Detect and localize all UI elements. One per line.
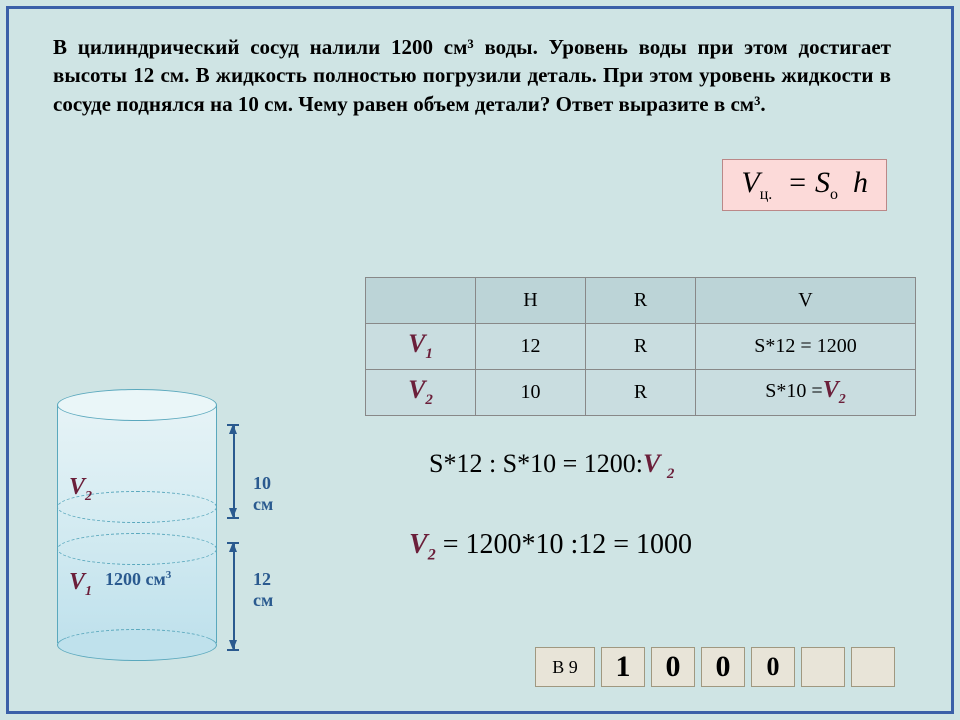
answer-digit: 0 [751,647,795,687]
label-v1: V1 [69,569,92,600]
formula-s: S [815,166,830,199]
table-header-row: H R V [366,278,916,324]
corner-bl [6,680,40,714]
v2-letter: V [69,474,85,500]
slide-frame: В цилиндрический сосуд налили 1200 см³ в… [6,6,954,714]
dim-10cm: 10 см [253,473,273,515]
cell-v1: S*12 = 1200 [696,324,916,370]
eq2-sub: 2 [428,547,436,564]
cell-r1: R [586,324,696,370]
corner-tr [920,6,954,40]
formula-s-sub: о [830,186,838,203]
cylinder-diagram: V2 V1 1200 см3 10 см 12 см [57,389,227,669]
table-row: V2 10 R S*10 =V2 [366,370,916,416]
answer-digit: 0 [651,647,695,687]
answer-row: В 9 1 0 0 0 [535,647,895,687]
cylinder-level-1 [57,533,217,565]
th-r: R [586,278,696,324]
tick [227,424,239,426]
formula-v: V [741,166,759,199]
cylinder-body [57,405,217,643]
th-blank [366,278,476,324]
dimension-bar-lower [233,543,235,649]
v1-sub: 1 [85,584,92,599]
label-v2: V2 [69,474,92,505]
v1-letter: V [69,569,85,595]
answer-digit [801,647,845,687]
eq1-lhs: S*12 : S*10 = 1200: [429,449,643,478]
corner-tl [6,6,40,40]
row-label-v2: V2 [366,370,476,416]
corner-br [920,680,954,714]
th-v: V [696,278,916,324]
cell-h1: 12 [476,324,586,370]
equation-result: V2 = 1200*10 :12 = 1000 [409,529,692,565]
dim-12cm: 12 см [253,569,273,611]
eq1-sub: 2 [667,466,675,482]
answer-digit [851,647,895,687]
cylinder-bottom-ellipse [57,629,217,661]
label-1200: 1200 см3 [105,569,171,590]
formula-v-sub: ц. [760,186,773,203]
cylinder-top-ellipse [57,389,217,421]
formula-h: h [853,166,868,199]
data-table: H R V V1 12 R S*12 = 1200 V2 10 R S*10 =… [365,277,916,416]
cell-h2: 10 [476,370,586,416]
eq2-rhs: = 1200*10 :12 = 1000 [436,529,692,560]
volume-formula: Vц. = Sо h [722,159,887,211]
tick [227,517,239,519]
cell-v2: S*10 =V2 [696,370,916,416]
tick [227,542,239,544]
answer-label: В 9 [535,647,595,687]
dimension-bar-upper [233,425,235,517]
cell-r2: R [586,370,696,416]
eq2-var: V [409,529,428,560]
table-row: V1 12 R S*12 = 1200 [366,324,916,370]
answer-digit: 0 [701,647,745,687]
equation-ratio: S*12 : S*10 = 1200:V 2 [429,449,674,483]
th-h: H [476,278,586,324]
row-label-v1: V1 [366,324,476,370]
answer-digit: 1 [601,647,645,687]
problem-text: В цилиндрический сосуд налили 1200 см³ в… [53,33,891,118]
tick [227,649,239,651]
v2-sub: 2 [85,489,92,504]
eq1-var: V [643,449,660,478]
